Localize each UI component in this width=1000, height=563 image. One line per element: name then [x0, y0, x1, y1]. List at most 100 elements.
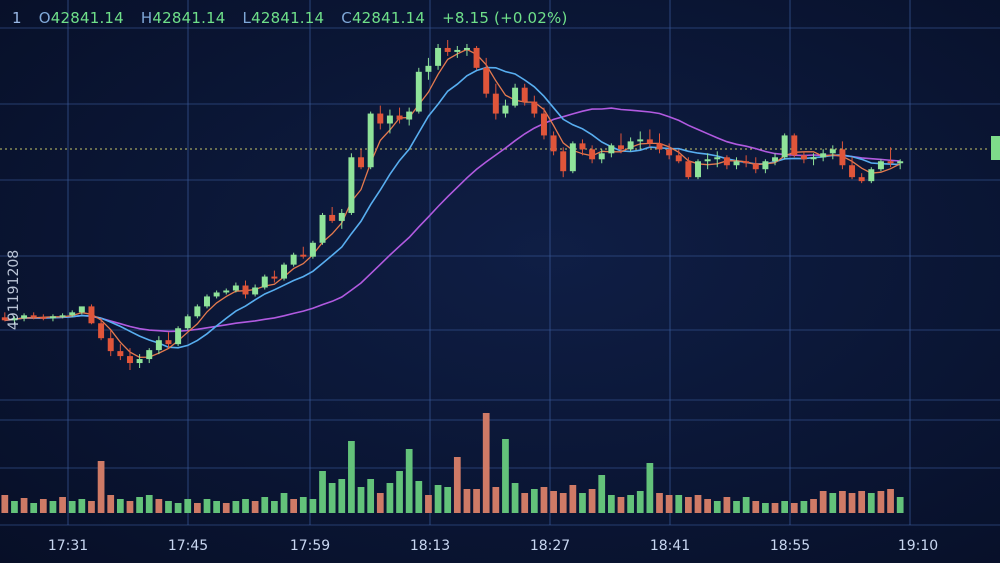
- volume-bar: [78, 499, 86, 513]
- candle-body: [733, 161, 740, 166]
- candle-body: [512, 87, 519, 106]
- volume-bar: [222, 503, 230, 513]
- candle-body: [598, 153, 605, 160]
- candle-body: [329, 214, 336, 221]
- candle-body: [483, 67, 490, 94]
- volume-bar: [675, 495, 683, 513]
- volume-bar: [136, 497, 143, 513]
- chart-grid: [0, 0, 1000, 526]
- candle-body: [858, 177, 865, 182]
- volume-bar: [213, 501, 220, 513]
- volume-bar: [165, 501, 172, 513]
- candle-body: [502, 105, 509, 114]
- volume-bar: [453, 457, 461, 513]
- candle-body: [204, 296, 210, 307]
- candle-body: [155, 340, 162, 351]
- change-value: +8.15 (+0.02%): [442, 9, 568, 27]
- high-label: H: [140, 9, 153, 27]
- candle-body: [184, 316, 191, 329]
- volume-bar: [790, 503, 798, 513]
- volume-bar: [588, 489, 596, 513]
- volume-bar: [126, 501, 134, 513]
- volume-bar: [627, 495, 634, 513]
- volume-bar: [174, 503, 182, 513]
- volume-bar: [858, 491, 866, 513]
- candle-body: [386, 115, 393, 124]
- candle-body: [752, 163, 759, 170]
- candle-body: [695, 161, 701, 178]
- volume-bar: [68, 501, 76, 513]
- ma-mid-line: [4, 66, 901, 349]
- volume-bar: [473, 489, 480, 513]
- volume-bar: [540, 487, 548, 513]
- candle-body: [319, 214, 326, 243]
- low-label: L: [242, 9, 252, 27]
- volume-bar: [848, 493, 856, 513]
- volume-bar: [530, 489, 538, 513]
- open-label: O: [38, 9, 51, 27]
- candle-body: [444, 47, 451, 52]
- candle-body: [589, 149, 596, 160]
- volume-bar: [328, 483, 336, 513]
- candle-body: [107, 338, 114, 352]
- candle-body: [531, 101, 538, 114]
- close-value: 42841.14: [351, 9, 426, 27]
- x-tick-label: 18:27: [530, 538, 570, 554]
- volume-bar: [762, 503, 769, 513]
- moving-averages: [4, 48, 901, 358]
- candle-body: [175, 328, 182, 345]
- volume-bar: [348, 441, 355, 513]
- volume-bar: [271, 501, 278, 513]
- volume-bar: [636, 491, 644, 513]
- candle-body: [146, 350, 153, 360]
- volume-bar: [521, 493, 529, 513]
- volume-bar: [839, 491, 846, 513]
- candle-body: [21, 315, 28, 319]
- candle-body: [473, 47, 480, 68]
- candle-body: [194, 306, 201, 317]
- volume-bar: [867, 493, 875, 513]
- candle-body: [1, 317, 8, 321]
- volume-bar: [367, 479, 375, 513]
- candle-body: [406, 111, 413, 120]
- volume-bar: [11, 501, 18, 513]
- volume-bar: [829, 493, 837, 513]
- candle-body: [271, 276, 278, 279]
- open-value: 42841.14: [50, 9, 124, 27]
- volume-bar: [511, 483, 519, 513]
- volume-bar: [405, 449, 413, 513]
- candle-body: [49, 316, 56, 319]
- candle-body: [281, 264, 288, 279]
- candle-body: [377, 113, 384, 124]
- volume-bar: [607, 495, 615, 513]
- candle-body: [463, 47, 470, 50]
- candle-body: [810, 157, 817, 160]
- candle-body: [242, 285, 249, 295]
- volume-bar: [810, 499, 817, 513]
- high-value: 42841.14: [152, 9, 226, 27]
- interval-label: 1: [12, 9, 22, 27]
- x-tick-label: 17:31: [48, 538, 88, 554]
- candle-body: [772, 157, 779, 162]
- volume-bar: [299, 497, 307, 513]
- volume-bar: [559, 493, 567, 513]
- candle-body: [791, 135, 798, 156]
- candle-body: [213, 292, 220, 297]
- low-value: 42841.14: [251, 9, 325, 27]
- candle-body: [78, 306, 85, 313]
- candle-body: [579, 143, 586, 150]
- candle-body: [396, 115, 403, 120]
- volume-bar: [396, 471, 403, 513]
- volume-bar: [550, 491, 557, 513]
- volume-bar: [30, 503, 38, 513]
- volume-bar: [39, 499, 47, 513]
- candle-body: [800, 155, 807, 160]
- volume-bar: [97, 461, 105, 513]
- volume-bar: [579, 493, 586, 513]
- volume-bar: [242, 499, 249, 513]
- volume-bar: [502, 439, 509, 513]
- volume-bar: [742, 497, 750, 513]
- candle-body: [569, 143, 576, 172]
- candle-body: [232, 285, 239, 291]
- volume-bar: [685, 497, 692, 513]
